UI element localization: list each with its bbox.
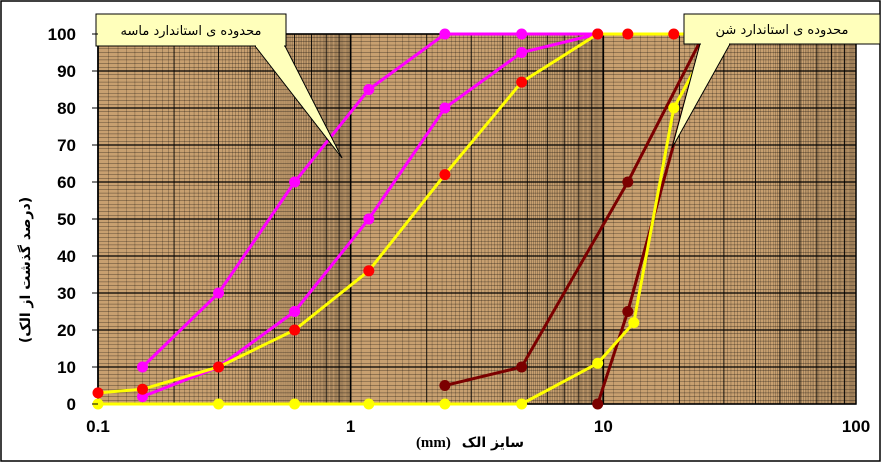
data-point [213, 361, 225, 373]
data-point [289, 176, 301, 188]
series-line-3 [444, 33, 706, 387]
data-point [136, 383, 148, 395]
data-point [289, 306, 301, 317]
data-point [628, 317, 640, 329]
data-point [592, 357, 604, 369]
data-point [289, 324, 301, 336]
x-tick-label: 1 [346, 417, 355, 436]
data-point [622, 306, 634, 317]
y-tick-label: 60 [57, 173, 76, 192]
data-point [289, 398, 301, 410]
y-axis-title: (درصد گذشت از الک) [17, 197, 34, 343]
data-point [516, 28, 528, 40]
callout-gravel-box [683, 13, 881, 45]
x-tick-label: 0.1 [86, 417, 110, 436]
data-point [516, 361, 528, 373]
data-point [516, 398, 528, 410]
data-point [363, 265, 375, 277]
data-point [136, 361, 148, 373]
data-point [363, 84, 375, 95]
callout-sand-box [95, 13, 287, 47]
x-tick-label: 10 [594, 417, 613, 436]
data-point [592, 398, 604, 410]
data-point [439, 169, 451, 181]
data-point [439, 398, 451, 410]
data-point [516, 76, 528, 88]
data-point [592, 28, 604, 40]
data-point [363, 398, 375, 410]
y-tick-label: 100 [48, 25, 76, 44]
tick-labels: 0 10 20 30 40 50 60 70 80 90 100 0.1 1 10 100 [48, 25, 871, 436]
data-point [213, 398, 225, 410]
grid-lines [97, 33, 857, 405]
data-point [516, 47, 528, 58]
callout-sand-label: محدوده ی استاندارد ماسه [121, 24, 262, 39]
data-point [439, 380, 451, 391]
data-point [668, 102, 680, 114]
callout-layer: محدوده ی استاندارد ماسه محدوده ی استاندار… [95, 13, 881, 159]
y-tick-label: 70 [57, 136, 76, 155]
data-point [439, 28, 451, 40]
data-point [213, 287, 225, 299]
data-point [622, 176, 634, 188]
y-tick-label: 50 [57, 210, 76, 229]
x-axis-title-unit: (mm) [416, 435, 451, 451]
callout-gravel-label: محدوده ی استاندارد شن [716, 23, 849, 38]
y-tick-label: 10 [57, 358, 76, 377]
data-point [92, 387, 104, 399]
data-point [363, 213, 375, 225]
y-tick-label: 0 [67, 395, 76, 414]
x-axis-title-text: سایز الک [462, 435, 524, 451]
series-layer [92, 28, 722, 410]
data-point [439, 102, 451, 114]
data-point [622, 28, 634, 40]
y-tick-label: 40 [57, 247, 76, 266]
y-tick-label: 90 [57, 62, 76, 81]
y-tick-label: 80 [57, 99, 76, 118]
y-tick-label: 20 [57, 321, 76, 340]
data-point [668, 28, 680, 40]
x-tick-label: 100 [842, 417, 870, 436]
x-axis-title: (mm) سایز الک [416, 435, 524, 451]
y-tick-label: 30 [57, 284, 76, 303]
